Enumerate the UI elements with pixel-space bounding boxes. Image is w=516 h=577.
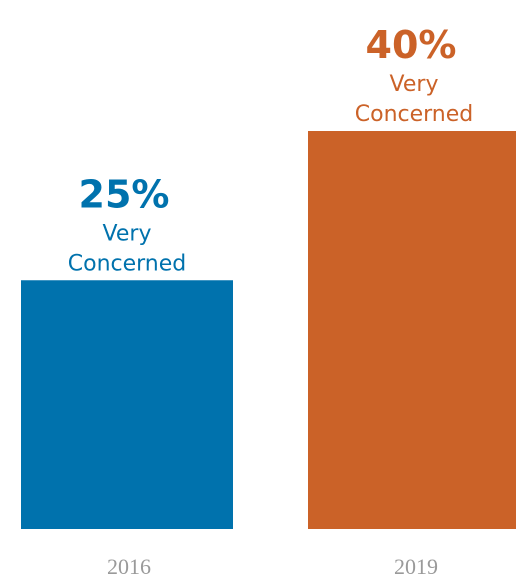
x-tick-label-2016: 2016 <box>107 554 151 577</box>
x-tick-label-2019: 2019 <box>394 554 438 577</box>
x-axis-ticks: 2016 2019 <box>107 554 438 577</box>
bar-2016 <box>21 280 233 529</box>
bar-2019 <box>308 131 516 529</box>
data-label-line1-2016: Very <box>103 221 152 246</box>
data-label-line1-2019: Very <box>390 72 439 97</box>
data-label-line2-2019: Concerned <box>355 102 474 127</box>
data-label-line2-2016: Concerned <box>68 251 187 276</box>
bars-group <box>21 131 516 529</box>
labels-group: 25% Very Concerned 40% Very Concerned <box>68 23 474 276</box>
data-label-value-2019: 40% <box>366 23 457 67</box>
data-label-value-2016: 25% <box>79 172 170 216</box>
